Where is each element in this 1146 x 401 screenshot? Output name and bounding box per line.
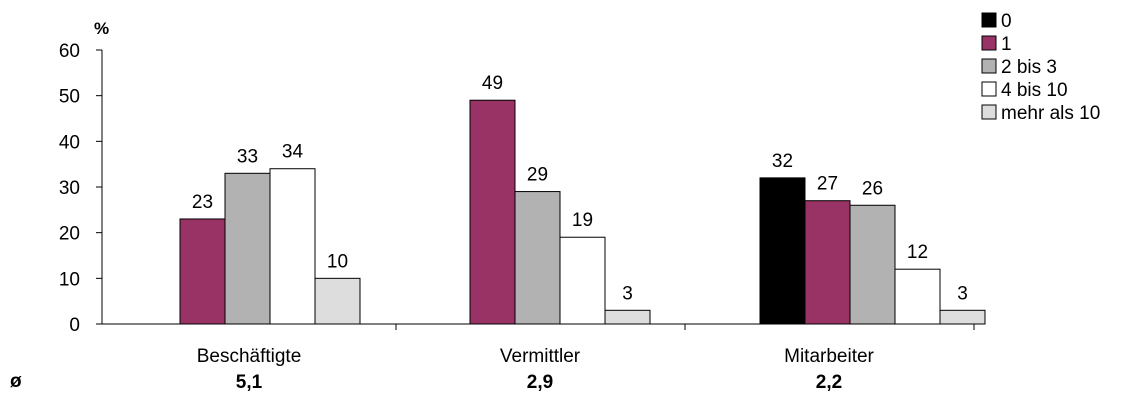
- data-label: 33: [237, 146, 258, 167]
- category-label: Mitarbeiter: [784, 346, 874, 367]
- data-label: 19: [572, 210, 593, 231]
- data-label: 29: [527, 165, 548, 186]
- data-label: 32: [772, 151, 793, 172]
- data-label: 3: [622, 283, 633, 304]
- bar: [759, 177, 806, 325]
- legend-label: 4 bis 10: [1001, 80, 1068, 101]
- data-label: 3: [957, 283, 968, 304]
- x-axis: Beschäftigte Vermittler Mitarbeiter: [102, 323, 975, 367]
- bars-group: [179, 99, 986, 325]
- averages-row: ø 5,1 2,9 2,2: [10, 371, 842, 393]
- y-tick-label: 0: [69, 315, 80, 336]
- value-labels-group: 23 33 34 10 49 29 19 3 32 27 26 12 3: [192, 73, 968, 304]
- legend-label: 2 bis 3: [1001, 57, 1057, 78]
- y-axis: 0 10 20 30 40 50 60: [59, 41, 103, 336]
- bar: [514, 191, 561, 325]
- average-value: 2,9: [527, 372, 553, 393]
- average-value: 2,2: [816, 372, 842, 393]
- bar: [224, 172, 271, 325]
- data-label: 26: [862, 178, 883, 199]
- data-label: 10: [327, 251, 348, 272]
- bar: [269, 168, 316, 325]
- y-tick-label: 30: [59, 178, 80, 199]
- legend-label: 1: [1001, 34, 1012, 55]
- category-label: Beschäftigte: [197, 346, 302, 367]
- bar: [559, 236, 606, 325]
- y-tick-label: 40: [59, 132, 80, 153]
- legend-swatch: [981, 81, 997, 97]
- bar: [314, 277, 361, 325]
- data-label: 23: [192, 192, 213, 213]
- data-label: 12: [907, 242, 928, 263]
- bar: [849, 204, 896, 325]
- legend-swatch: [981, 104, 997, 120]
- legend-label: mehr als 10: [1001, 103, 1100, 124]
- y-unit-label: %: [94, 19, 109, 38]
- legend-label: 0: [1001, 11, 1012, 32]
- data-label: 34: [282, 142, 304, 163]
- legend-swatch: [981, 35, 997, 51]
- data-label: 27: [817, 174, 838, 195]
- bar: [804, 200, 851, 325]
- y-tick-label: 60: [59, 41, 80, 62]
- bar: [894, 268, 941, 325]
- average-symbol: ø: [10, 371, 22, 392]
- y-tick-label: 10: [59, 269, 80, 290]
- category-label: Vermittler: [500, 346, 581, 367]
- legend-swatch: [981, 58, 997, 74]
- legend-swatch: [981, 12, 997, 28]
- average-value: 5,1: [236, 372, 263, 393]
- y-tick-label: 50: [59, 87, 80, 108]
- bar: [469, 99, 516, 325]
- data-label: 49: [482, 73, 503, 94]
- bar: [604, 309, 651, 325]
- bar: [939, 309, 986, 325]
- y-tick-label: 20: [59, 224, 80, 245]
- bar: [179, 218, 226, 325]
